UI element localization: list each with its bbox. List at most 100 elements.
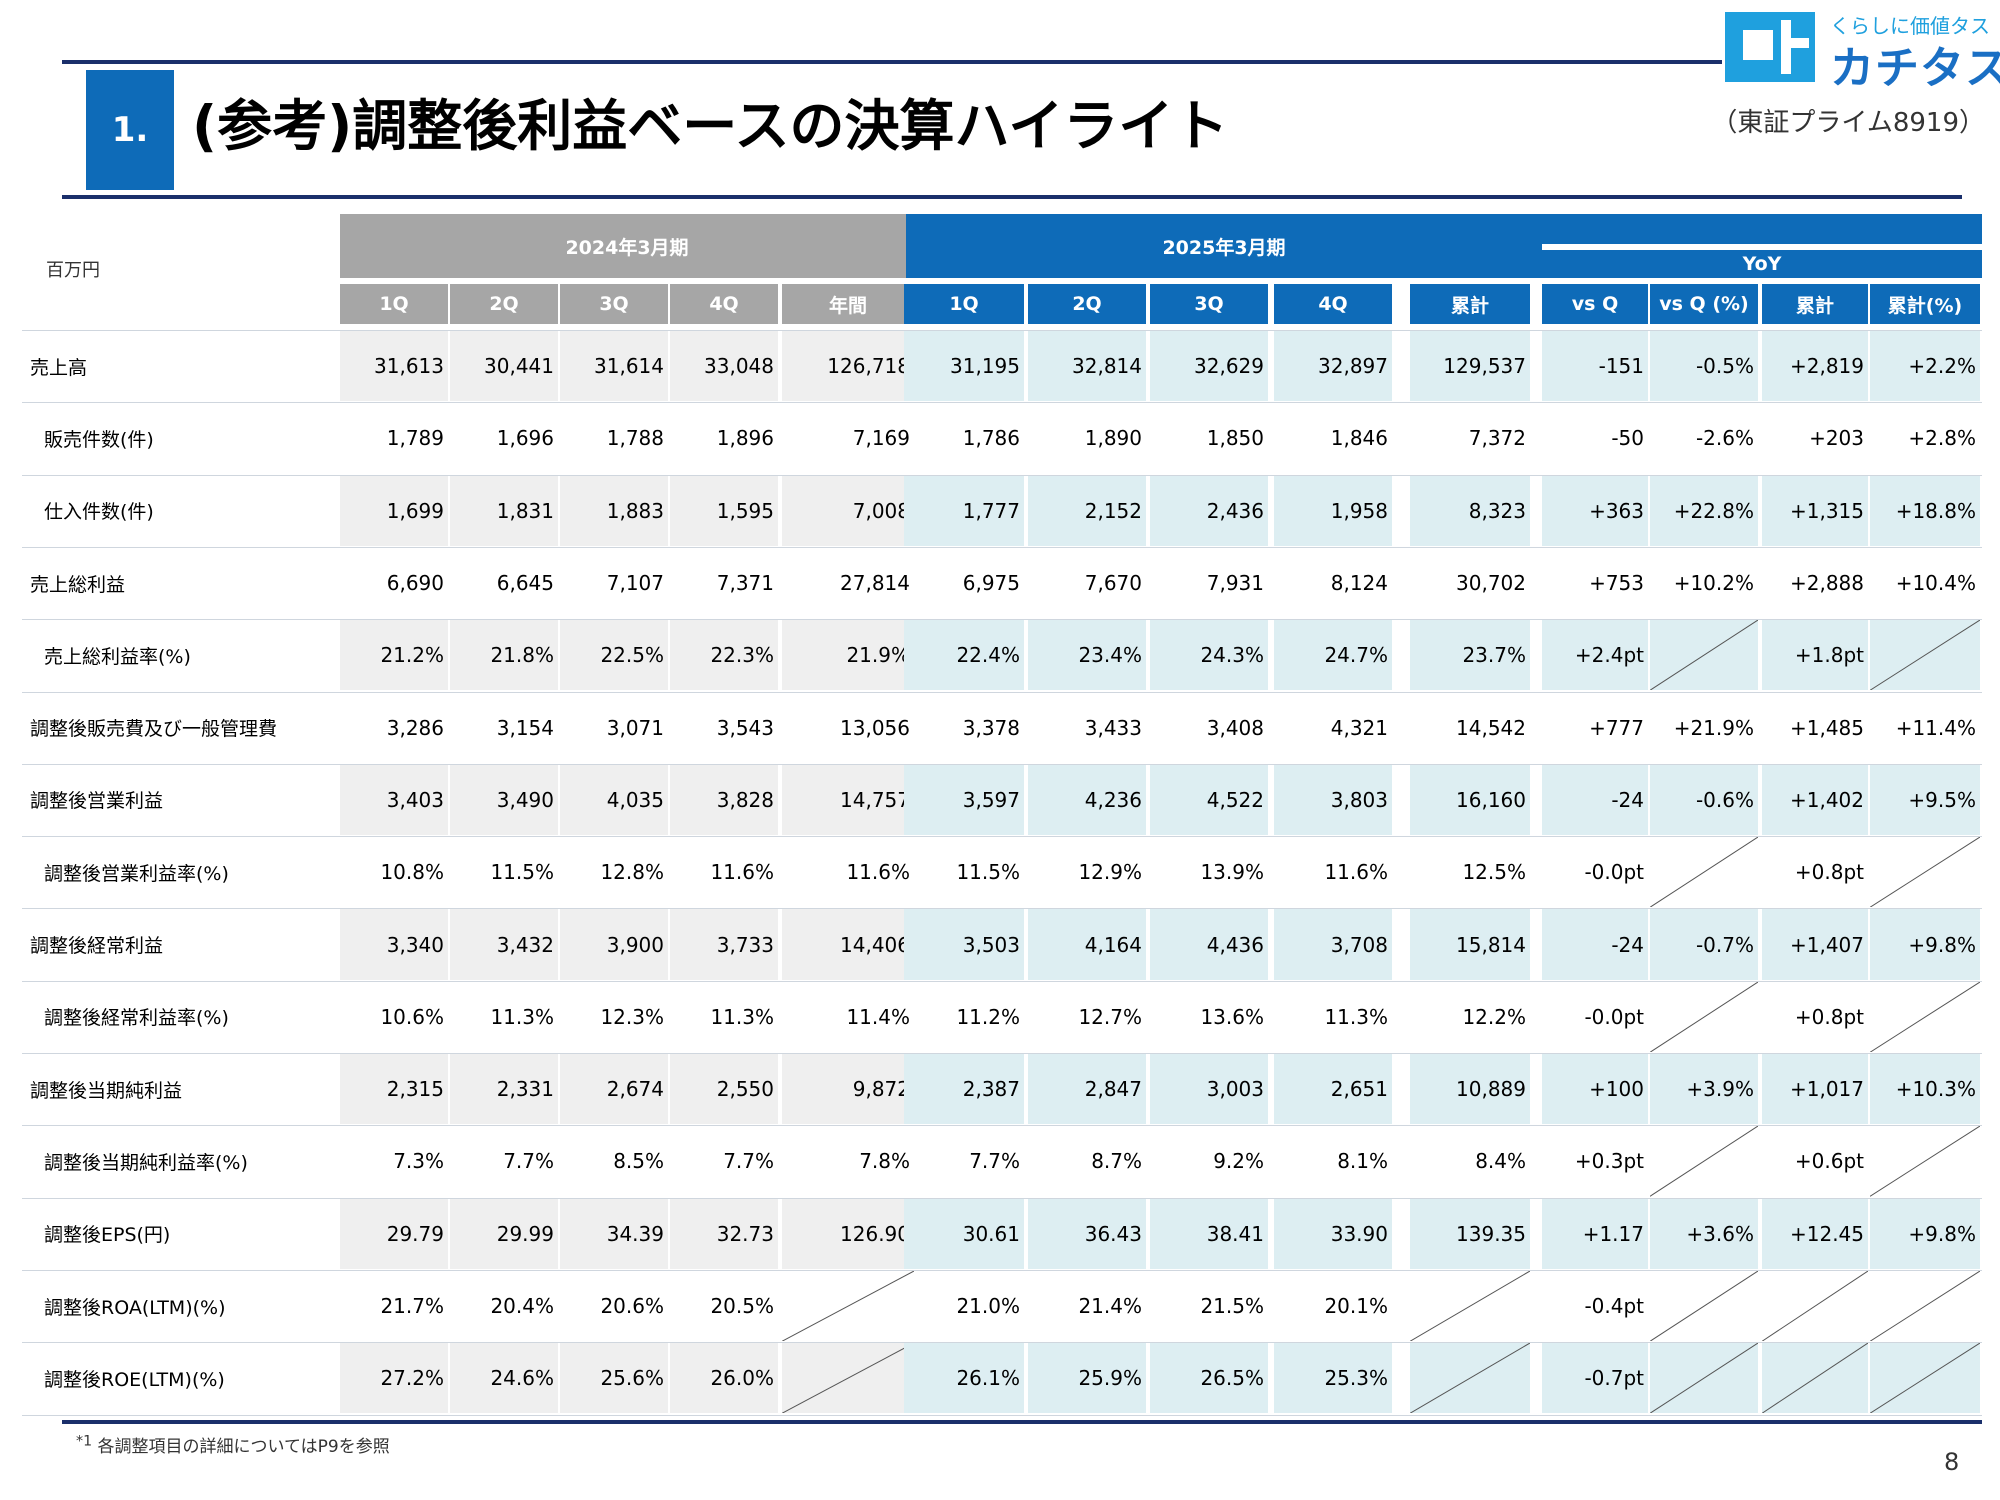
not-applicable-cell [1410, 1343, 1530, 1414]
diagonal-slash [1870, 1343, 1980, 1414]
table-cell: 2,674 [560, 1054, 668, 1125]
table-cell: 27.2% [340, 1343, 448, 1414]
table-cell: 1,958 [1274, 475, 1392, 546]
not-applicable-cell [1870, 837, 1980, 908]
table-cell: 2,550 [670, 1054, 778, 1125]
footer-rule [62, 1420, 1982, 1424]
table-cell: 3,003 [1150, 1054, 1268, 1125]
table-cell: 15,814 [1410, 909, 1530, 980]
table-cell: 1,883 [560, 475, 668, 546]
table-cell: 29.99 [450, 1198, 558, 1269]
column-header: 年間 [782, 284, 914, 324]
row-divider [22, 980, 1982, 982]
table-cell: 2,152 [1028, 475, 1146, 546]
table-cell: 26.0% [670, 1343, 778, 1414]
table-cell: 12.5% [1462, 860, 1526, 885]
table-cell: 12.2% [1462, 1004, 1526, 1029]
table-cell: 3,378 [962, 715, 1020, 740]
table-cell: 36.43 [1028, 1198, 1146, 1269]
table-cell: +10.4% [1895, 571, 1976, 596]
table-cell: 38.41 [1150, 1198, 1268, 1269]
column-header: vs Q (%) [1650, 284, 1758, 324]
column-header: 3Q [560, 284, 668, 324]
table-cell: +10.2% [1673, 571, 1754, 596]
table-cell: 16,160 [1410, 764, 1530, 836]
table-cell: 22.3% [670, 620, 778, 691]
table-cell: 11.5% [956, 860, 1020, 885]
logo-tagline: くらしに価値タス [1830, 14, 1990, 38]
column-header: 2Q [1028, 284, 1146, 324]
diagonal-slash [1410, 1343, 1530, 1414]
table-cell: -0.5% [1650, 331, 1758, 402]
table-cell: 1,788 [606, 426, 664, 451]
column-header: 1Q [904, 284, 1024, 324]
table-cell: +9.8% [1870, 1198, 1980, 1269]
table-cell: -0.0pt [1584, 860, 1644, 885]
not-applicable-cell [1762, 1343, 1868, 1414]
table-cell: 1,699 [340, 475, 448, 546]
table-cell: 4,236 [1028, 764, 1146, 836]
table-cell: -24 [1542, 764, 1648, 836]
table-cell: 23.4% [1028, 620, 1146, 691]
table-cell: 26.5% [1150, 1343, 1268, 1414]
table-cell: 23.7% [1410, 620, 1530, 691]
table-cell: 25.3% [1274, 1343, 1392, 1414]
table-cell: +18.8% [1870, 475, 1980, 546]
table-cell: 7,169 [852, 426, 910, 451]
footnote: *1 各調整項目の詳細についてはP9を参照 [76, 1432, 390, 1457]
table-cell: 32,897 [1274, 331, 1392, 402]
table-cell: 3,803 [1274, 764, 1392, 836]
unit-label: 百万円 [46, 260, 100, 281]
table-cell: 22.4% [904, 620, 1024, 691]
table-cell: 139.35 [1410, 1198, 1530, 1269]
row-divider [22, 546, 1982, 548]
table-cell: 8,323 [1410, 475, 1530, 546]
table-cell: 3,154 [496, 715, 554, 740]
diagonal-slash [782, 1343, 914, 1414]
table-cell: 20.1% [1324, 1294, 1388, 1319]
table-cell: 32.73 [670, 1198, 778, 1269]
table-cell: -0.7% [1650, 909, 1758, 980]
table-cell: 21.0% [956, 1294, 1020, 1319]
table-cell: 126,718 [782, 331, 914, 402]
table-cell: +9.8% [1870, 909, 1980, 980]
table-cell: 2,847 [1028, 1054, 1146, 1125]
table-cell: 126.90 [782, 1198, 914, 1269]
header-bottom-rule [62, 195, 1962, 199]
table-cell: 1,595 [670, 475, 778, 546]
table-cell: 3,408 [1206, 715, 1264, 740]
diagonal-slash [1762, 1270, 1868, 1342]
row-divider [22, 1342, 1982, 1344]
page-number: 8 [1944, 1448, 1960, 1476]
table-cell: 25.9% [1028, 1343, 1146, 1414]
table-cell: 27,814 [840, 571, 910, 596]
row-label: 調整後営業利益率(%) [44, 862, 229, 885]
company-logo: くらしに価値タス カチタス （東証プライム8919） [1711, 10, 2000, 138]
table-cell: +3.6% [1650, 1198, 1758, 1269]
table-cell: 21.9% [782, 620, 914, 691]
table-header-divider [22, 330, 1982, 331]
table-cell: 11.6% [1324, 860, 1388, 885]
table-cell: 29.79 [340, 1198, 448, 1269]
financial-highlights-table: 百万円 2024年3月期 2025年3月期 YoY 1Q 2Q 3Q 4Q 年間 1Q 2Q 3Q 4Q… [22, 214, 1982, 1416]
not-applicable-cell [1870, 1343, 1980, 1414]
table-cell: -151 [1542, 331, 1648, 402]
table-cell: 8,124 [1330, 571, 1388, 596]
table-cell: 7,107 [606, 571, 664, 596]
not-applicable-cell [1870, 1270, 1980, 1342]
table-cell: 2,387 [904, 1054, 1024, 1125]
table-cell: 3,733 [670, 909, 778, 980]
table-cell: +363 [1542, 475, 1648, 546]
row-label: 売上高 [30, 356, 88, 379]
table-cell: +1,407 [1762, 909, 1868, 980]
table-cell: 3,828 [670, 764, 778, 836]
table-cell: 9,872 [782, 1054, 914, 1125]
table-cell: 7.8% [859, 1149, 910, 1174]
table-cell: +1,315 [1762, 475, 1868, 546]
diagonal-slash [1762, 1343, 1868, 1414]
section-number-badge: 1. [86, 70, 174, 190]
row-label: 販売件数(件) [44, 428, 154, 451]
row-divider [22, 1053, 1982, 1054]
table-cell: +0.8pt [1794, 860, 1864, 885]
table-cell: 1,890 [1084, 426, 1142, 451]
